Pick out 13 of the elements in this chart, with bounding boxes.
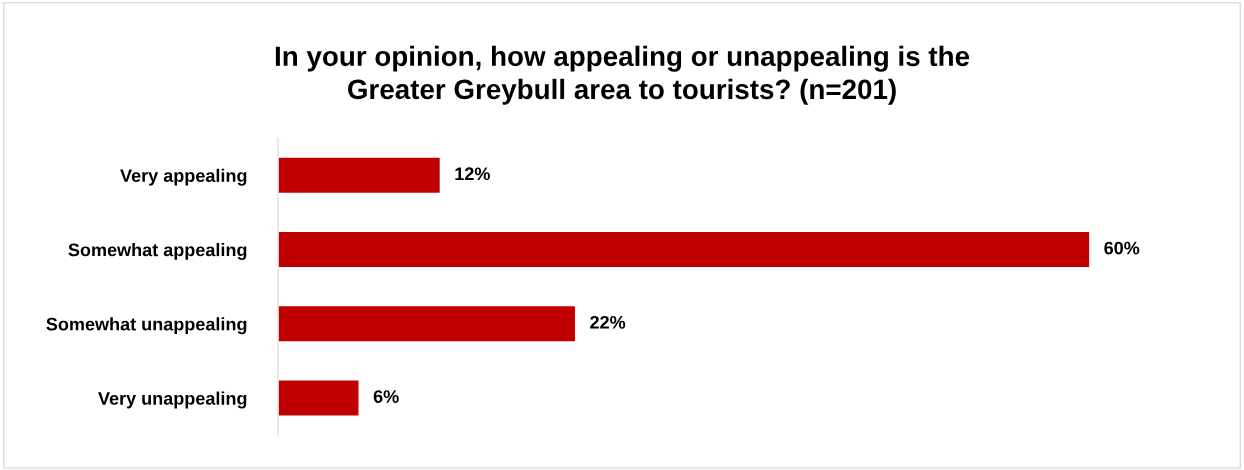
chart-title: In your opinion, how appealing or unappealing is the Greater Greybull area to tourists? (n=201) <box>275 45 970 105</box>
data-label: 22% <box>590 315 626 329</box>
data-label: 60% <box>1104 241 1140 255</box>
data-label: 6% <box>373 390 399 403</box>
y-tick-label: Very appealing <box>120 168 247 186</box>
bar <box>278 304 577 343</box>
y-tick-label: Somewhat appealing <box>68 243 247 260</box>
data-label: 12% <box>455 167 490 181</box>
y-tick-label: Somewhat unappealing <box>46 317 247 335</box>
bar <box>278 230 1090 269</box>
bar <box>278 379 360 417</box>
bar <box>278 156 442 195</box>
y-tick-label: Very unappealing <box>98 391 247 409</box>
